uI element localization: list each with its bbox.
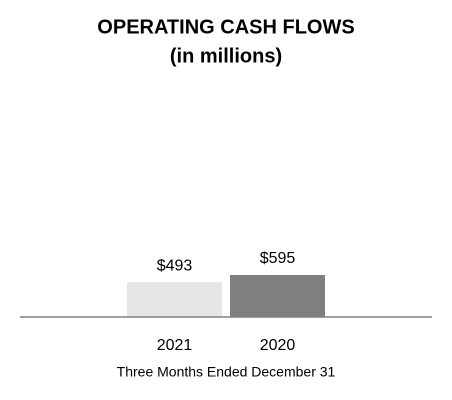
value-label: $493 [157,257,193,274]
value-label: $595 [260,250,296,267]
x-axis-label: Three Months Ended December 31 [117,364,336,380]
chart-subtitle: (in millions) [170,45,282,67]
bar [127,282,222,317]
chart-title: OPERATING CASH FLOWS [97,16,354,38]
x-tick-label: 2020 [260,337,296,354]
bar [230,275,325,317]
x-tick-label: 2021 [157,337,193,354]
